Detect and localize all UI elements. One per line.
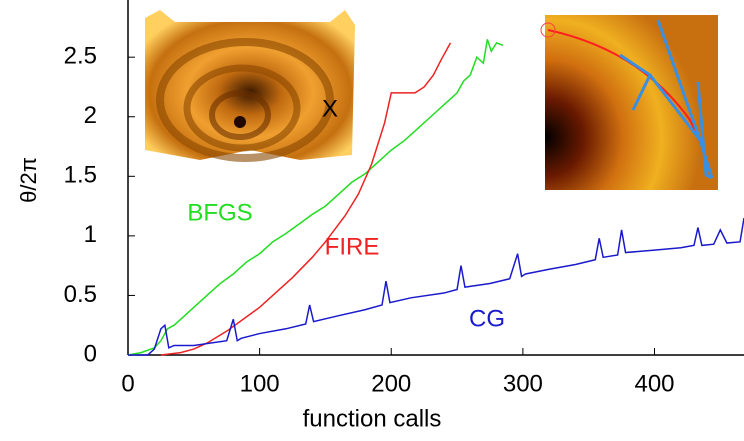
y-tick-label: 1.5 <box>64 162 97 189</box>
y-tick-label: 0 <box>84 340 97 367</box>
series-label: FIRE <box>325 233 380 260</box>
y-tick-label: 2 <box>84 102 97 129</box>
series-line <box>128 217 744 356</box>
y-tick-label: 2.5 <box>64 43 97 70</box>
inset-label: X <box>322 95 338 122</box>
series-line <box>160 42 452 356</box>
right-inset <box>540 15 718 190</box>
y-axis-label: θ/2π <box>16 157 41 203</box>
y-tick-label: 0.5 <box>64 281 97 308</box>
x-tick-label: 200 <box>371 370 411 397</box>
x-tick-label: 0 <box>121 370 134 397</box>
x-tick-label: 100 <box>240 370 280 397</box>
series-line <box>127 39 504 356</box>
series-label: CG <box>469 305 505 332</box>
y-tick-label: 1 <box>84 221 97 248</box>
x-tick-label: 300 <box>503 370 543 397</box>
x-axis-label: function calls <box>303 405 442 432</box>
left-inset: X <box>145 10 355 162</box>
x-tick-label: 400 <box>634 370 674 397</box>
series-label: BFGS <box>187 199 252 226</box>
